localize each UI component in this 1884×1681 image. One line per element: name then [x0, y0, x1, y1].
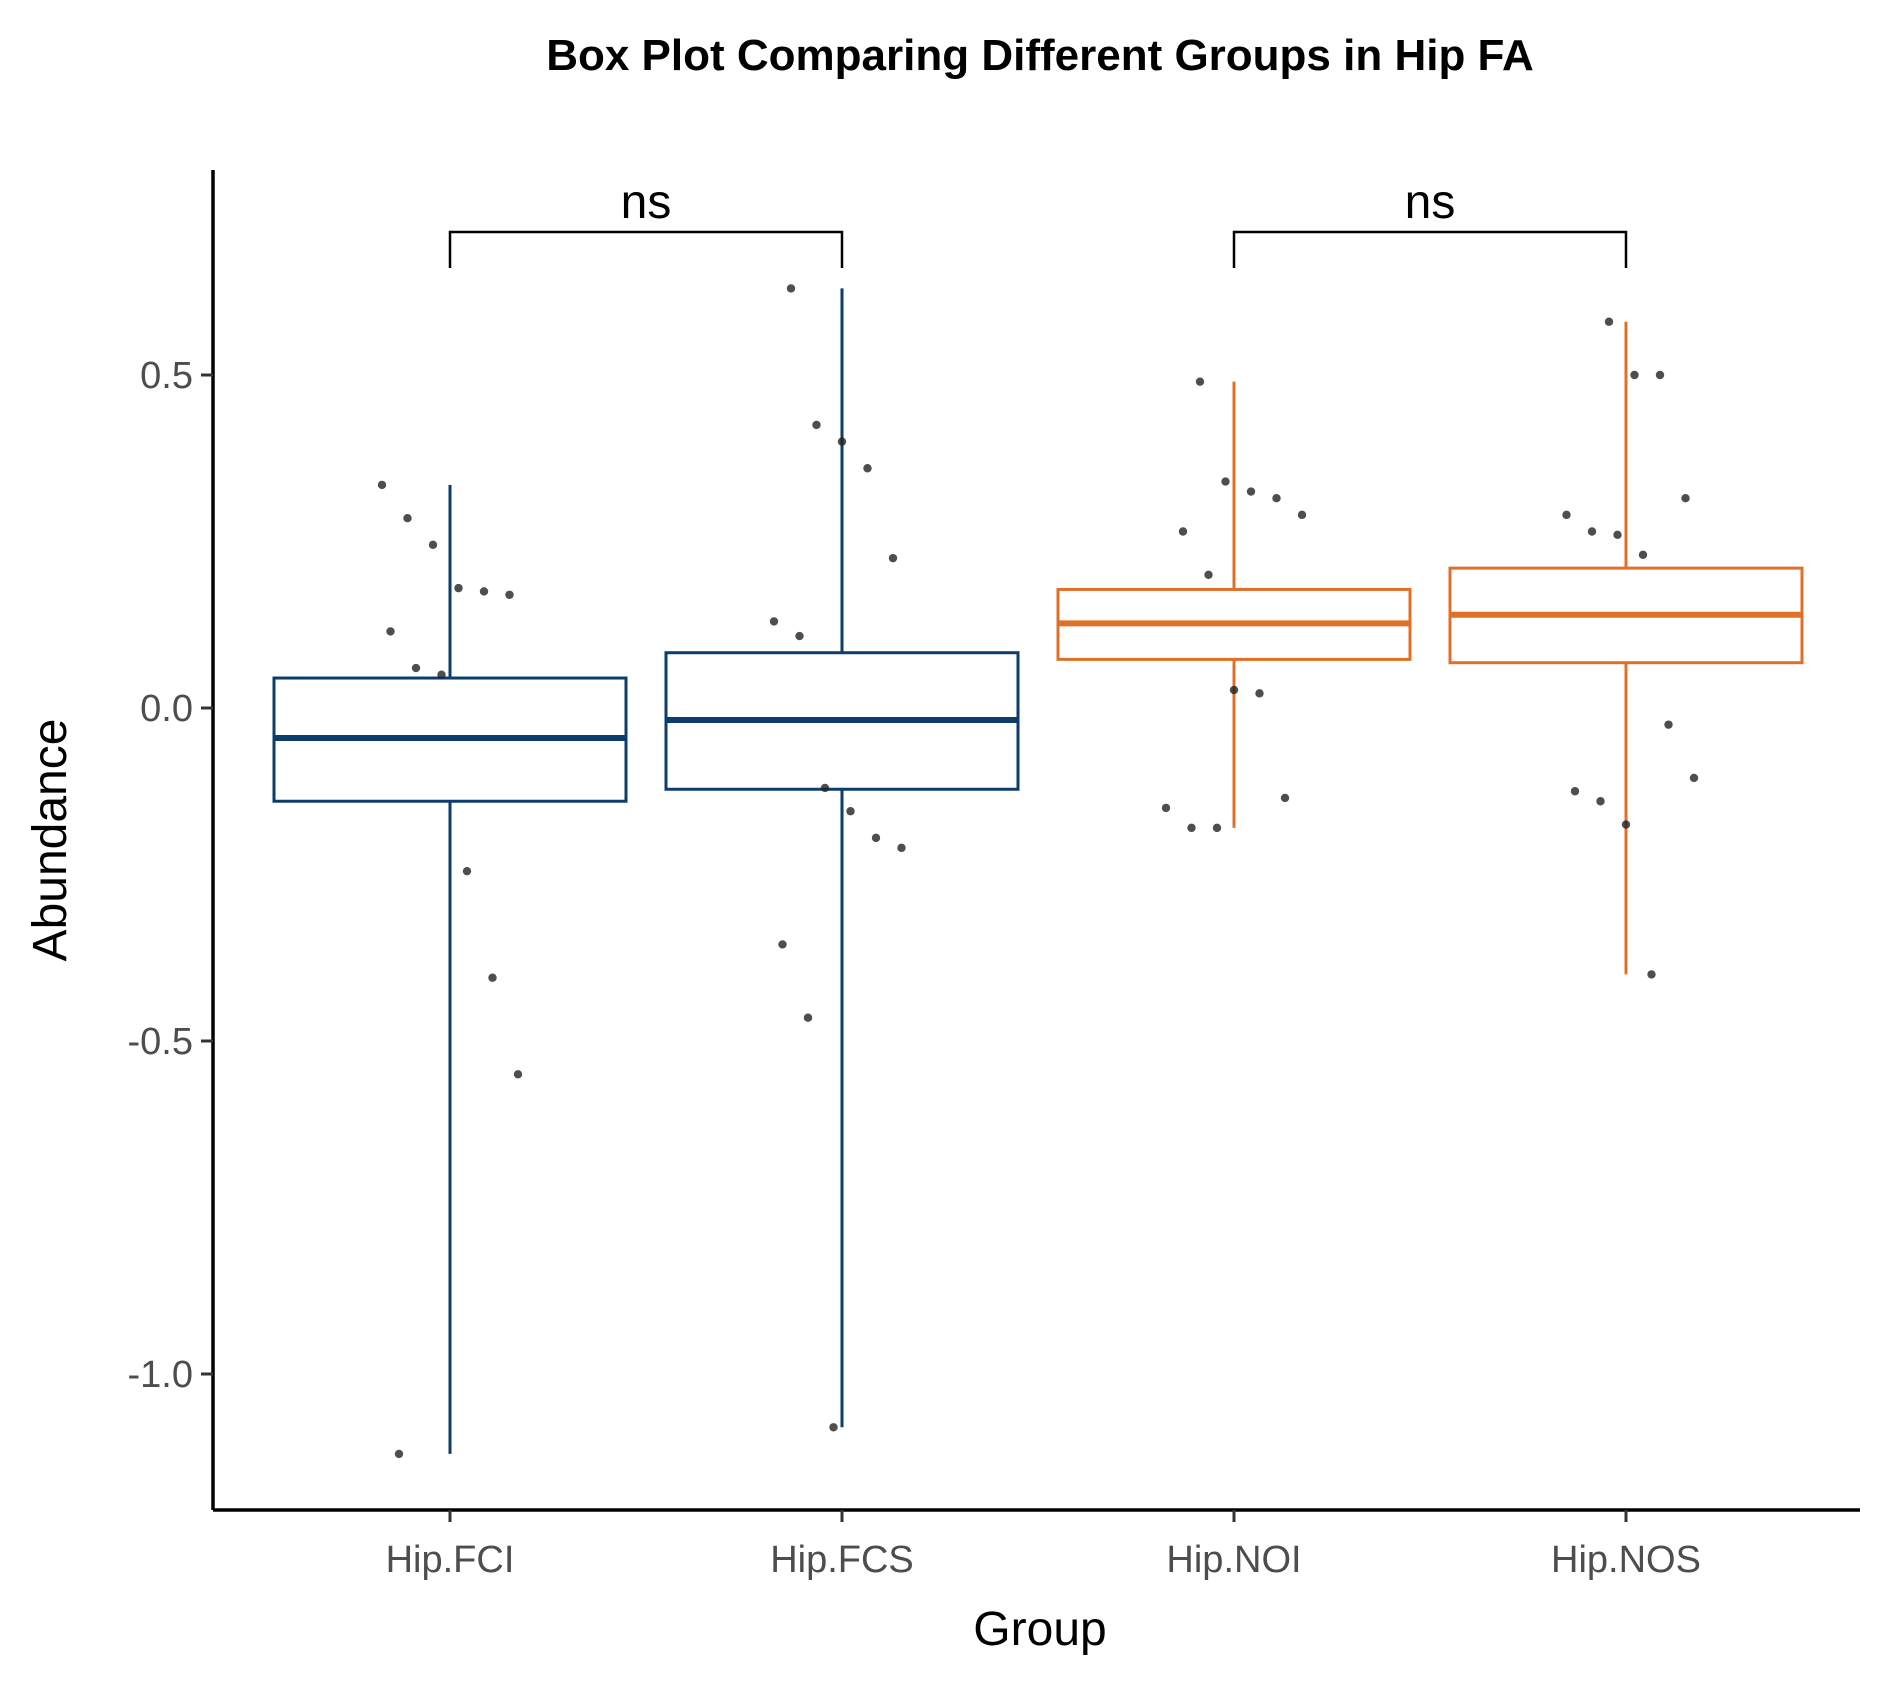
x-tick-label: Hip.NOI — [1166, 1539, 1301, 1581]
data-point — [505, 590, 514, 599]
data-point — [1178, 527, 1188, 536]
data-point — [820, 783, 830, 793]
data-point — [1187, 823, 1196, 833]
data-point — [1638, 550, 1648, 560]
data-point — [437, 670, 446, 679]
data-point — [454, 583, 463, 593]
data-point — [1664, 720, 1673, 729]
data-point — [846, 807, 855, 816]
data-point — [1204, 570, 1213, 579]
data-point — [1630, 370, 1639, 380]
data-point — [1255, 689, 1264, 698]
data-point — [462, 866, 472, 876]
significance-label: ns — [621, 176, 672, 229]
data-point — [769, 617, 779, 626]
y-tick-label: -0.5 — [128, 1021, 193, 1063]
data-point — [1596, 797, 1605, 806]
x-tick-label: Hip.FCI — [386, 1539, 515, 1581]
data-point — [1570, 787, 1580, 796]
x-tick-label: Hip.FCS — [770, 1539, 914, 1581]
significance-bracket — [1232, 230, 1628, 268]
data-point — [1681, 494, 1690, 503]
data-point — [795, 631, 804, 641]
data-point — [394, 1449, 404, 1459]
y-tick-label: 0.5 — [140, 355, 193, 397]
data-point — [1655, 370, 1665, 380]
data-point — [1604, 317, 1614, 326]
data-point — [812, 420, 821, 430]
y-tick-label: -1.0 — [128, 1354, 193, 1396]
data-point — [778, 940, 787, 949]
data-point — [1161, 803, 1171, 813]
data-point — [1212, 823, 1222, 833]
y-tick-label: 0.0 — [140, 688, 193, 730]
data-point — [377, 480, 387, 490]
data-point — [786, 284, 796, 293]
data-point — [386, 627, 395, 636]
data-point — [411, 663, 421, 673]
significance-label: ns — [1405, 176, 1456, 229]
data-point — [1613, 530, 1622, 540]
data-point — [1272, 494, 1281, 503]
x-axis-title: Group — [973, 1603, 1106, 1656]
data-point — [1229, 685, 1239, 695]
y-axis-title: Abundance — [24, 719, 77, 962]
data-point — [1280, 793, 1290, 803]
data-point — [1689, 773, 1699, 783]
data-point — [863, 464, 872, 473]
data-point — [479, 587, 489, 596]
data-point — [1562, 510, 1571, 520]
data-point — [1246, 487, 1256, 496]
data-point — [888, 553, 898, 563]
data-point — [829, 1423, 838, 1432]
data-point — [488, 973, 497, 982]
data-point — [803, 1013, 813, 1022]
data-point — [837, 437, 847, 446]
x-tick-label: Hip.NOS — [1551, 1539, 1701, 1581]
data-point — [871, 833, 881, 843]
data-point — [428, 540, 438, 550]
significance-bracket — [448, 230, 844, 268]
data-point — [403, 513, 412, 523]
plot-area: 0.5 0.0 -0.5 -1.0 Hip.FCI Hip.FCS Hip.NOI Hip.N… — [128, 170, 1860, 1581]
data-point — [1647, 970, 1656, 979]
data-point — [1221, 477, 1230, 486]
data-point — [1195, 377, 1205, 386]
data-point — [513, 1070, 523, 1079]
data-point — [1587, 527, 1597, 536]
data-point — [1297, 510, 1307, 520]
data-point — [1621, 820, 1631, 829]
data-point — [897, 843, 906, 853]
chart-title: Box Plot Comparing Different Groups in H… — [546, 31, 1534, 80]
